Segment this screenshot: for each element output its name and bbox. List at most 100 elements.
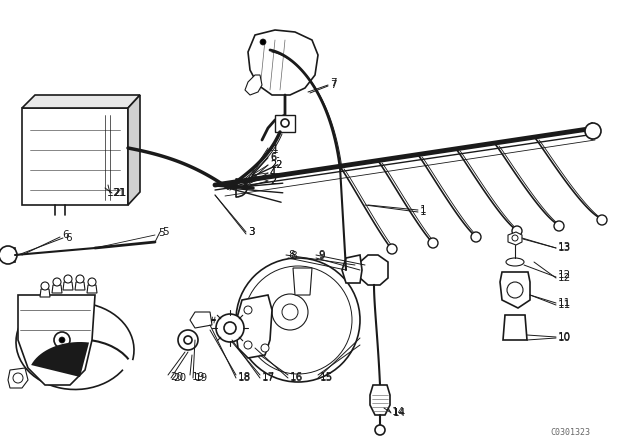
Text: 6-: 6- xyxy=(270,152,280,162)
Circle shape xyxy=(64,275,72,283)
Circle shape xyxy=(597,215,607,225)
Text: 17: 17 xyxy=(262,373,275,383)
Text: 21: 21 xyxy=(113,188,126,198)
Text: 16: 16 xyxy=(290,372,303,382)
Circle shape xyxy=(554,221,564,231)
Text: 11: 11 xyxy=(558,298,572,308)
Circle shape xyxy=(184,336,192,344)
Circle shape xyxy=(244,306,252,314)
Text: 11: 11 xyxy=(558,300,572,310)
Text: 2: 2 xyxy=(270,176,276,186)
Circle shape xyxy=(54,332,70,348)
Text: 3: 3 xyxy=(248,227,255,237)
Circle shape xyxy=(244,341,252,349)
Circle shape xyxy=(387,244,397,254)
Polygon shape xyxy=(190,312,212,328)
Text: 8: 8 xyxy=(290,251,296,261)
Text: 20: 20 xyxy=(170,372,183,382)
Polygon shape xyxy=(293,268,312,295)
Text: 5: 5 xyxy=(158,228,164,238)
Circle shape xyxy=(512,226,522,236)
Text: 19: 19 xyxy=(195,373,208,383)
Text: -1: -1 xyxy=(270,145,280,155)
Text: 6: 6 xyxy=(270,153,276,163)
Polygon shape xyxy=(503,315,527,340)
Text: 15: 15 xyxy=(320,372,333,382)
Circle shape xyxy=(261,344,269,352)
Polygon shape xyxy=(342,255,362,283)
Circle shape xyxy=(585,123,601,139)
Text: 10: 10 xyxy=(558,332,571,342)
Text: 2: 2 xyxy=(270,176,276,186)
Text: 10: 10 xyxy=(558,333,571,343)
Text: 22: 22 xyxy=(270,160,282,170)
Text: 18: 18 xyxy=(238,373,252,383)
Polygon shape xyxy=(235,295,272,358)
Text: 12: 12 xyxy=(558,273,572,283)
Circle shape xyxy=(236,258,360,382)
Text: 15: 15 xyxy=(320,373,333,383)
Text: 9: 9 xyxy=(318,250,324,260)
Polygon shape xyxy=(248,30,318,95)
Text: 21: 21 xyxy=(112,188,125,198)
Polygon shape xyxy=(18,295,95,385)
Text: 17: 17 xyxy=(262,372,275,382)
Text: 3: 3 xyxy=(248,227,255,237)
Text: 12: 12 xyxy=(558,270,572,280)
Polygon shape xyxy=(63,282,73,290)
Text: 9: 9 xyxy=(318,251,324,261)
Circle shape xyxy=(282,304,298,320)
Circle shape xyxy=(428,238,438,248)
Text: 16: 16 xyxy=(290,373,303,383)
Circle shape xyxy=(272,294,308,330)
Text: 8: 8 xyxy=(288,250,294,260)
Text: -1: -1 xyxy=(270,143,280,153)
Ellipse shape xyxy=(506,258,524,266)
Text: 21: 21 xyxy=(113,188,126,198)
Text: 14: 14 xyxy=(393,408,406,418)
Text: 13: 13 xyxy=(558,242,572,252)
Text: 1: 1 xyxy=(420,207,427,217)
Circle shape xyxy=(178,330,198,350)
Text: C0301323: C0301323 xyxy=(550,427,590,436)
Polygon shape xyxy=(5,248,15,262)
Text: 13: 13 xyxy=(558,243,572,253)
Circle shape xyxy=(512,235,518,241)
Polygon shape xyxy=(22,108,128,205)
Circle shape xyxy=(13,373,23,383)
Text: 22: 22 xyxy=(270,160,282,170)
Circle shape xyxy=(224,322,236,334)
Circle shape xyxy=(281,119,289,127)
Polygon shape xyxy=(360,255,388,285)
Text: 18: 18 xyxy=(238,372,252,382)
Circle shape xyxy=(244,266,352,374)
Polygon shape xyxy=(31,342,89,377)
Circle shape xyxy=(260,39,266,45)
Polygon shape xyxy=(52,285,62,293)
Text: 7: 7 xyxy=(330,78,337,88)
Polygon shape xyxy=(370,385,390,415)
Circle shape xyxy=(59,337,65,343)
Circle shape xyxy=(41,282,49,290)
Text: 7: 7 xyxy=(330,80,337,90)
Circle shape xyxy=(216,314,244,342)
Text: 20: 20 xyxy=(173,373,186,383)
Circle shape xyxy=(375,425,385,435)
Polygon shape xyxy=(500,272,530,308)
Text: 14: 14 xyxy=(392,407,405,417)
Text: 19: 19 xyxy=(192,372,205,382)
Circle shape xyxy=(88,278,96,286)
Polygon shape xyxy=(75,282,85,290)
Text: 4-: 4- xyxy=(270,168,280,178)
Polygon shape xyxy=(508,232,522,245)
Polygon shape xyxy=(128,95,140,205)
Text: 1: 1 xyxy=(420,205,427,215)
Polygon shape xyxy=(245,75,262,95)
Circle shape xyxy=(53,278,61,286)
Polygon shape xyxy=(8,368,28,388)
Text: 6: 6 xyxy=(65,233,72,243)
Circle shape xyxy=(507,282,523,298)
Text: 6: 6 xyxy=(62,230,68,240)
Text: 5: 5 xyxy=(162,227,168,237)
Circle shape xyxy=(76,275,84,283)
